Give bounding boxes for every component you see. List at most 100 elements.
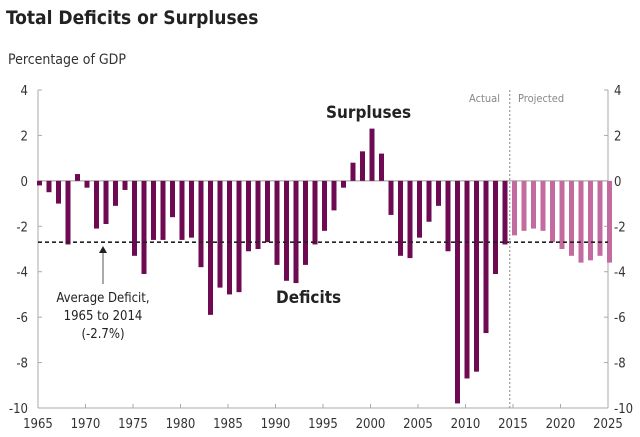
y-tick-label-left: -6 bbox=[16, 311, 28, 326]
bar-1984 bbox=[217, 180, 223, 288]
bar-2004 bbox=[407, 180, 413, 259]
bar-1999 bbox=[360, 151, 365, 181]
bar-1997 bbox=[341, 180, 346, 188]
bar-1990 bbox=[274, 180, 280, 265]
x-tick-label: 2005 bbox=[403, 417, 433, 432]
deficits-label: Deficits bbox=[276, 288, 341, 308]
y-tick-label-right: -4 bbox=[614, 266, 626, 281]
x-tick-label: 2000 bbox=[356, 417, 386, 432]
y-tick-label-left: -8 bbox=[16, 357, 28, 372]
arrow-head-icon bbox=[99, 246, 107, 253]
bar-1981 bbox=[189, 180, 194, 238]
bar-2025 bbox=[607, 180, 612, 263]
bar-2006 bbox=[426, 180, 432, 222]
bar-1982 bbox=[198, 180, 204, 268]
bar-1988 bbox=[255, 180, 261, 249]
bar-1971 bbox=[94, 180, 99, 229]
bar-2015 bbox=[512, 180, 517, 236]
x-tick-label: 1980 bbox=[166, 417, 196, 432]
y-tick-label-left: 4 bbox=[21, 84, 28, 99]
bar-2009 bbox=[455, 180, 460, 404]
surpluses-label: Surpluses bbox=[326, 103, 411, 123]
bar-1995 bbox=[322, 180, 327, 231]
bar-2012 bbox=[483, 180, 489, 334]
bar-1993 bbox=[303, 180, 308, 265]
bar-1978 bbox=[160, 180, 166, 240]
bar-1976 bbox=[141, 180, 147, 274]
y-tick-label-right: 2 bbox=[614, 129, 621, 144]
bar-2010 bbox=[464, 180, 470, 379]
y-tick-label-left: -2 bbox=[16, 220, 28, 235]
bar-1967 bbox=[56, 180, 61, 204]
bar-2013 bbox=[493, 180, 498, 274]
bar-1985 bbox=[227, 180, 232, 295]
y-tick-label-left: 0 bbox=[21, 175, 28, 190]
bar-1973 bbox=[113, 180, 118, 206]
x-tick-label: 1970 bbox=[71, 417, 101, 432]
bar-2024 bbox=[597, 180, 603, 256]
bar-2005 bbox=[417, 180, 422, 238]
x-tick-label: 1965 bbox=[23, 417, 53, 432]
bar-1966 bbox=[46, 180, 52, 193]
bar-2019 bbox=[550, 180, 555, 243]
bar-2002 bbox=[388, 180, 394, 215]
x-tick-label: 1990 bbox=[261, 417, 291, 432]
x-tick-label: 2010 bbox=[451, 417, 481, 432]
y-tick-label-right: -8 bbox=[614, 357, 626, 372]
bar-2011 bbox=[474, 180, 479, 372]
bar-1991 bbox=[284, 180, 289, 281]
actual-label: Actual bbox=[469, 92, 500, 105]
bar-2022 bbox=[578, 180, 584, 263]
bar-2018 bbox=[540, 180, 546, 231]
bar-1979 bbox=[170, 180, 175, 218]
y-tick-label-left: -4 bbox=[16, 266, 28, 281]
bar-2008 bbox=[445, 180, 451, 252]
bar-1970 bbox=[84, 180, 90, 188]
y-axis-label: Percentage of GDP bbox=[8, 52, 126, 68]
bar-1965 bbox=[37, 180, 42, 186]
bar-1980 bbox=[179, 180, 185, 240]
bar-1975 bbox=[132, 180, 137, 256]
bar-1992 bbox=[293, 180, 299, 284]
bar-1996 bbox=[331, 180, 337, 211]
bar-1977 bbox=[151, 180, 156, 240]
y-tick-label-right: -2 bbox=[614, 220, 626, 235]
bar-2020 bbox=[559, 180, 565, 249]
y-tick-label-right: -6 bbox=[614, 311, 626, 326]
x-tick-label: 2025 bbox=[593, 417, 623, 432]
bar-2017 bbox=[531, 180, 536, 229]
bar-1987 bbox=[246, 180, 251, 252]
bar-1986 bbox=[236, 180, 242, 293]
y-tick-label-right: 0 bbox=[614, 175, 621, 190]
bar-1994 bbox=[312, 180, 318, 245]
bar-1968 bbox=[65, 180, 71, 245]
x-tick-label: 1995 bbox=[308, 417, 338, 432]
average-annotation-line1: Average Deficit, bbox=[56, 291, 149, 306]
projected-label: Projected bbox=[518, 92, 564, 105]
bar-2014 bbox=[502, 180, 508, 245]
x-tick-label: 2020 bbox=[546, 417, 576, 432]
bar-2007 bbox=[436, 180, 441, 206]
average-annotation-line3: (-2.7%) bbox=[81, 327, 124, 342]
y-tick-label-left: 2 bbox=[21, 129, 28, 144]
bar-1969 bbox=[75, 174, 80, 181]
y-tick-label-left: -10 bbox=[9, 402, 28, 417]
bar-2021 bbox=[569, 180, 574, 256]
bar-1998 bbox=[350, 162, 356, 181]
bar-2003 bbox=[398, 180, 403, 256]
y-tick-label-right: 4 bbox=[614, 84, 621, 99]
chart-title: Total Deficits or Surpluses bbox=[6, 7, 258, 29]
bar-1972 bbox=[103, 180, 109, 225]
bar-1989 bbox=[265, 180, 270, 243]
average-annotation-line2: 1965 to 2014 bbox=[64, 309, 143, 324]
x-tick-label: 1985 bbox=[213, 417, 243, 432]
bar-2001 bbox=[379, 153, 384, 181]
x-tick-label: 2015 bbox=[498, 417, 528, 432]
bar-1983 bbox=[208, 180, 213, 315]
bar-2023 bbox=[588, 180, 593, 261]
x-tick-label: 1975 bbox=[118, 417, 148, 432]
bar-2000 bbox=[369, 128, 375, 181]
bar-1974 bbox=[122, 180, 128, 190]
bar-2016 bbox=[521, 180, 527, 231]
